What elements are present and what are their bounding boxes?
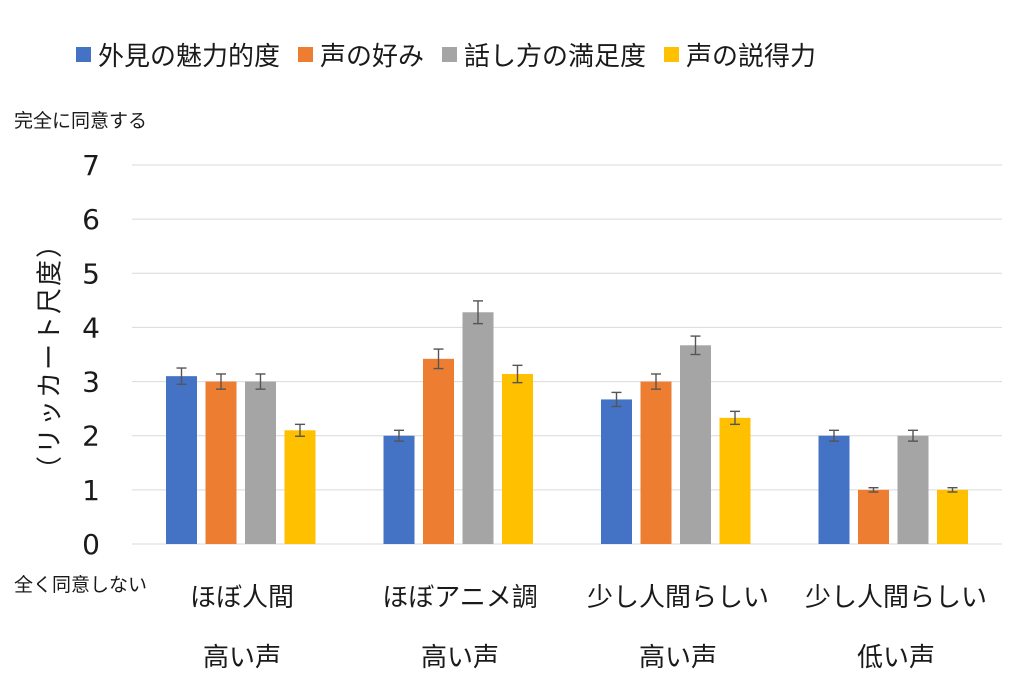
category-label-line2: 低い声 [856, 643, 935, 673]
category-label: ほぼアニメ調 高い声 [340, 568, 580, 688]
legend-swatch [76, 46, 91, 62]
category-label-line1: 少し人間らしい [586, 583, 769, 613]
bar [818, 435, 850, 544]
bar [462, 312, 494, 544]
category-label-line2: 高い声 [420, 643, 499, 673]
bar [284, 430, 316, 544]
legend-swatch [298, 46, 314, 62]
category-label-line1: ほぼアニメ調 [382, 583, 538, 613]
y-tick-label: 4 [82, 311, 100, 344]
y-tick-label: 1 [82, 474, 100, 507]
y-tick-label: 5 [82, 257, 100, 290]
bar [205, 381, 237, 544]
legend-label: 話し方の満足度 [464, 41, 647, 72]
y-tick-label: 2 [82, 420, 100, 453]
category-label: 少し人間らしい 低い声 [776, 568, 1016, 688]
y-tick-label: 6 [82, 203, 100, 236]
category-label-line1: 少し人間らしい [804, 583, 987, 613]
bar [858, 489, 889, 544]
category-label-line1: ほぼ人間 [189, 583, 294, 613]
legend-item-speech-satisfaction: 話し方の満足度 [442, 36, 646, 73]
bar [897, 435, 929, 544]
legend-item-voice-persuasiveness: 声の説得力 [664, 36, 816, 73]
legend-label: 声の好み [320, 41, 425, 72]
bar [680, 345, 711, 544]
scale-bottom-annotation: 全く同意しない [14, 574, 148, 596]
legend-label: 声の説得力 [686, 41, 817, 72]
bar [423, 358, 454, 544]
category-label: 少し人間らしい 高い声 [558, 568, 798, 688]
category-label-line2: 高い声 [202, 643, 281, 673]
bar [937, 489, 968, 544]
scale-top-annotation: 完全に同意する [14, 110, 148, 132]
bar [383, 435, 415, 544]
bar [601, 399, 632, 544]
y-tick-label: 7 [82, 149, 100, 182]
category-label-line2: 高い声 [638, 643, 717, 673]
y-tick-label: 0 [82, 528, 100, 561]
bar [640, 381, 672, 544]
legend-swatch [664, 46, 680, 62]
y-tick-label: 3 [82, 366, 100, 399]
legend-item-voice-preference: 声の好み [298, 36, 424, 73]
bar [166, 376, 197, 544]
bar [719, 417, 751, 544]
legend-label: 外見の魅力的度 [98, 41, 281, 72]
legend-swatch [442, 46, 458, 62]
bar [245, 381, 276, 544]
category-label: ほぼ人間 高い声 [122, 568, 362, 688]
bar [502, 373, 533, 544]
legend-item-appearance: 外見の魅力的度 [76, 36, 280, 73]
chart-legend: 外見の魅力的度 声の好み 話し方の満足度 声の説得力 [76, 34, 834, 74]
